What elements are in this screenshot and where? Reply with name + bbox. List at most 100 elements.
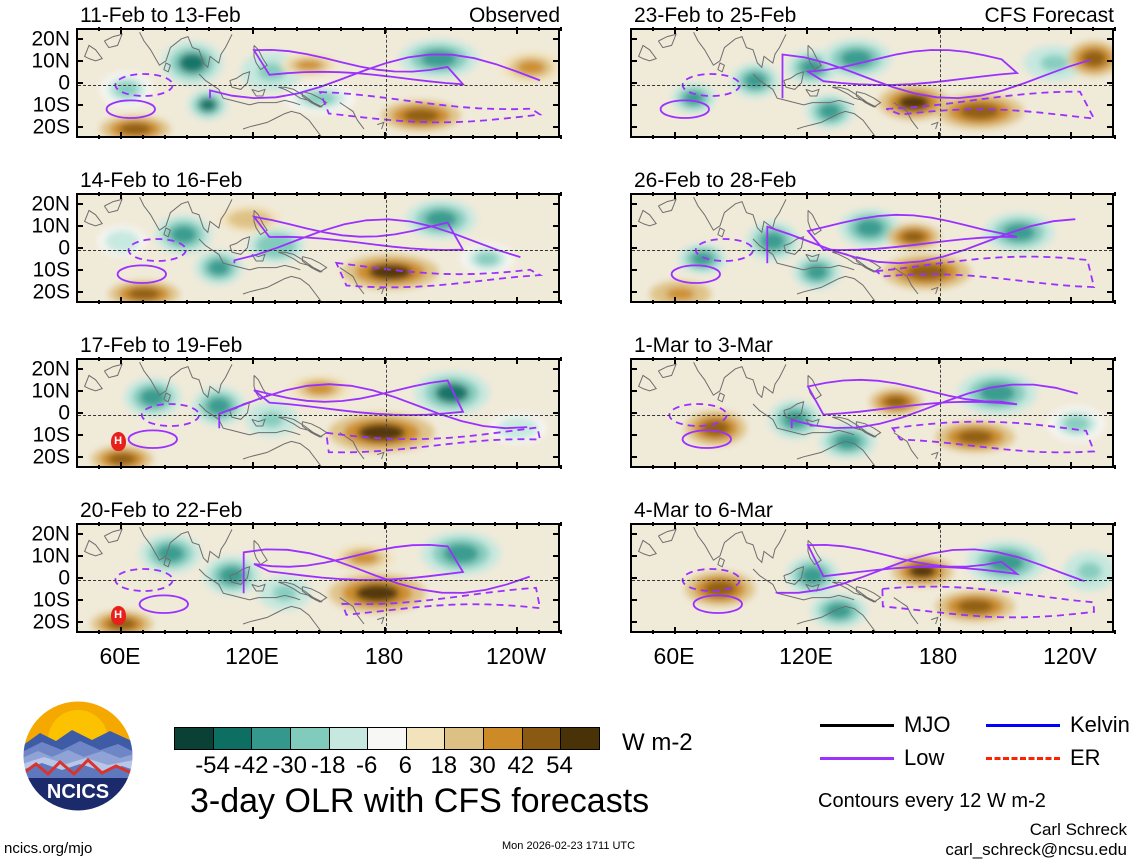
axis-tick: [142, 465, 144, 469]
axis-tick: [164, 192, 166, 196]
colorbar-tick-label: -18: [310, 752, 346, 779]
contour-interval-note: Contours every 12 W m-2: [818, 790, 1046, 812]
axis-tick: [553, 412, 560, 414]
axis-tick: [1107, 577, 1114, 579]
axis-tick: [76, 555, 83, 557]
axis-tick: [828, 357, 830, 361]
legend-line-swatch: [986, 756, 1060, 760]
axis-tick: [296, 522, 298, 526]
y-axis-tick-label: 20S: [32, 610, 70, 634]
axis-tick: [76, 533, 83, 535]
axis-tick: [428, 630, 430, 634]
axis-tick: [1026, 300, 1028, 304]
axis-tick: [718, 135, 720, 139]
axis-tick: [450, 630, 452, 634]
axis-tick: [516, 27, 518, 34]
axis-tick: [894, 522, 896, 526]
axis-tick: [630, 104, 637, 106]
axis-tick: [553, 577, 560, 579]
axis-tick: [208, 357, 210, 361]
y-axis-tick-label: 20S: [32, 115, 70, 139]
axis-tick: [560, 465, 562, 469]
olr-anomaly-field: [78, 525, 558, 631]
axis-tick: [362, 27, 364, 31]
axis-tick: [872, 630, 874, 634]
axis-tick: [652, 465, 654, 469]
axis-tick: [560, 192, 562, 196]
legend-item: MJO: [820, 714, 950, 736]
axis-tick: [252, 27, 254, 34]
axis-tick: [1107, 38, 1114, 40]
axis-tick: [916, 27, 918, 31]
olr-anomaly-field: [632, 195, 1112, 301]
axis-tick: [696, 522, 698, 526]
panel-title: 1-Mar to 3-Mar: [634, 334, 773, 357]
axis-tick: [164, 522, 166, 526]
axis-tick: [850, 27, 852, 31]
axis-tick: [806, 132, 808, 139]
axis-tick: [318, 300, 320, 304]
axis-tick: [872, 27, 874, 31]
axis-tick: [406, 465, 408, 469]
colorbar-tick-label: -54: [195, 752, 230, 779]
axis-tick: [252, 627, 254, 634]
colorbar-swatch: [213, 728, 253, 749]
panel-title: 14-Feb to 16-Feb: [80, 169, 243, 192]
equator-line: [78, 580, 558, 581]
axis-tick: [406, 135, 408, 139]
axis-tick: [1107, 291, 1114, 293]
axis-tick: [740, 522, 742, 526]
panel-corner-label: CFS Forecast: [984, 4, 1114, 27]
axis-tick: [494, 630, 496, 634]
axis-tick: [553, 247, 560, 249]
axis-tick: [872, 357, 874, 361]
axis-tick: [850, 300, 852, 304]
axis-tick: [538, 192, 540, 196]
axis-tick: [960, 135, 962, 139]
axis-tick: [1026, 357, 1028, 361]
equator-line: [632, 580, 1112, 581]
axis-tick: [784, 27, 786, 31]
axis-tick: [450, 135, 452, 139]
axis-tick: [718, 465, 720, 469]
axis-tick: [762, 135, 764, 139]
axis-tick: [652, 135, 654, 139]
axis-tick: [1048, 27, 1050, 31]
axis-tick: [850, 135, 852, 139]
y-axis-tick-label: 10N: [31, 379, 70, 403]
colorbar-swatch: [175, 728, 214, 749]
axis-tick: [784, 192, 786, 196]
axis-tick: [76, 126, 83, 128]
panel-title: 23-Feb to 25-Feb: [634, 4, 797, 27]
axis-tick: [1048, 135, 1050, 139]
y-axis-tick-label: 10S: [32, 423, 70, 447]
contour-legend: MJO Kelvin x2 Low ER: [820, 714, 1135, 784]
credit-email: carl_schreck@ncsu.edu: [945, 840, 1127, 859]
coastlines: [83, 526, 385, 631]
axis-tick: [538, 630, 540, 634]
olr-anomaly-field: [632, 360, 1112, 466]
axis-tick: [384, 132, 386, 139]
axis-tick: [76, 225, 83, 227]
axis-tick: [762, 465, 764, 469]
axis-tick: [762, 27, 764, 31]
axis-tick: [630, 434, 637, 436]
axis-tick: [120, 627, 122, 634]
axis-tick: [630, 291, 637, 293]
axis-tick: [740, 27, 742, 31]
axis-tick: [872, 522, 874, 526]
colorbar-tick-label: 42: [507, 752, 535, 779]
axis-tick: [98, 300, 100, 304]
colorbar-tick-label: 30: [469, 752, 496, 779]
colorbar-swatch: [252, 728, 291, 749]
y-axis-labels: 20N 10N 0 10S 20S: [2, 28, 70, 138]
axis-tick: [538, 465, 540, 469]
legend-label: ER: [1070, 745, 1101, 770]
axis-tick: [718, 522, 720, 526]
axis-tick: [560, 357, 562, 361]
axis-tick: [252, 132, 254, 139]
axis-tick: [164, 465, 166, 469]
axis-tick: [1092, 135, 1094, 139]
legend-item: Low: [820, 747, 944, 769]
axis-tick: [652, 27, 654, 31]
